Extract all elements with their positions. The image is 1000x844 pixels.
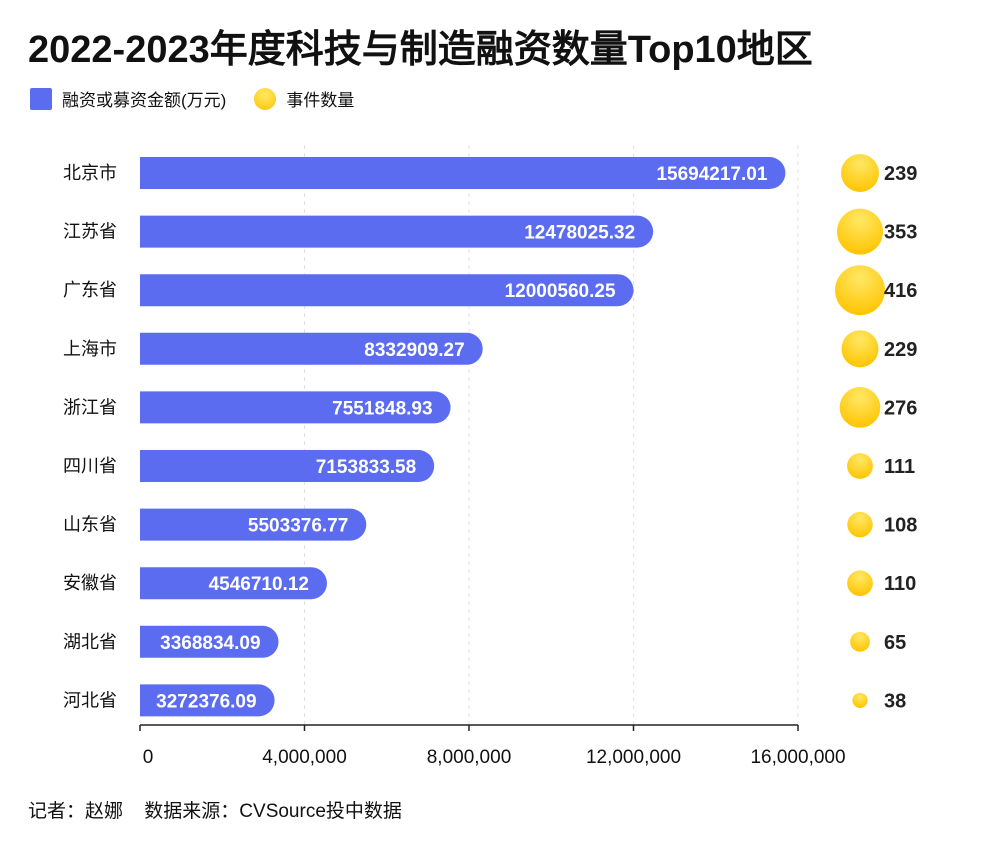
legend-label-amount: 融资或募资金额(万元) [62,91,227,110]
bar-value-label: 12000560.25 [505,281,616,302]
bubble-count-label: 110 [884,573,916,595]
bubble [850,631,870,652]
bubble-count-label: 239 [884,163,917,185]
bar [140,391,451,424]
x-tick-label: 8,000,000 [427,747,512,768]
category-label: 江苏省 [63,222,117,242]
bar-value-label: 3368834.09 [160,633,260,654]
legend: 融资或募资金额(万元) 事件数量 [30,86,354,111]
bar [140,684,275,717]
bubble [835,265,885,316]
bubble-count-label: 111 [884,456,915,478]
bar-value-label: 8332909.27 [364,340,464,361]
category-label: 广东省 [63,280,117,300]
category-label: 河北省 [63,690,117,710]
bubble [847,570,873,597]
bubble [841,154,879,192]
bar [140,332,483,365]
x-tick-label: 12,000,000 [586,747,681,768]
bar [140,625,279,658]
legend-label-count: 事件数量 [286,91,355,110]
bar-value-label: 3272376.09 [156,691,256,712]
footer: 记者：赵娜 数据来源：CVSource投中数据 [28,796,418,823]
category-label: 山东省 [63,515,117,535]
bar-value-label: 5503376.77 [248,516,348,537]
bubble [852,692,868,708]
bubble [847,453,873,479]
bar-value-label: 7153833.58 [316,457,416,478]
x-tick-label: 4,000,000 [262,747,347,768]
bar [140,508,367,541]
bubble-count-label: 416 [884,280,917,302]
category-label: 上海市 [63,339,117,359]
x-tick-label: 16,000,000 [750,747,845,768]
bar-value-label: 12478025.32 [524,223,635,244]
category-label: 浙江省 [63,397,117,417]
chart-title: 2022-2023年度科技与制造融资数量Top10地区 [28,29,813,71]
bar [140,274,634,307]
author-credit: 记者：赵娜 [28,801,124,822]
bubble-count-label: 276 [884,397,917,419]
bubble-count-label: 108 [884,515,917,537]
bar [140,567,327,600]
bubble [847,511,873,538]
bar [140,450,435,482]
bubble [839,387,881,428]
bubble-count-label: 65 [884,632,906,654]
legend-swatch-count [254,87,277,110]
bubble-count-label: 353 [884,222,917,244]
bubble-count-label: 229 [884,339,917,361]
legend-swatch-amount [30,87,52,110]
category-label: 安徽省 [63,573,117,593]
data-source: 数据来源：CVSource投中数据 [144,801,402,822]
bar [140,157,786,189]
bar-value-label: 7551848.93 [332,398,432,419]
category-label: 湖北省 [63,632,117,652]
bar-value-label: 4546710.12 [209,574,309,595]
bar [140,215,654,248]
x-tick-label: 0 [143,747,154,768]
category-label: 四川省 [63,456,117,476]
bubble-count-label: 38 [884,690,906,712]
bubble [841,330,879,368]
category-label: 北京市 [63,163,117,183]
bubble [836,208,884,255]
bar-value-label: 15694217.01 [656,164,767,185]
